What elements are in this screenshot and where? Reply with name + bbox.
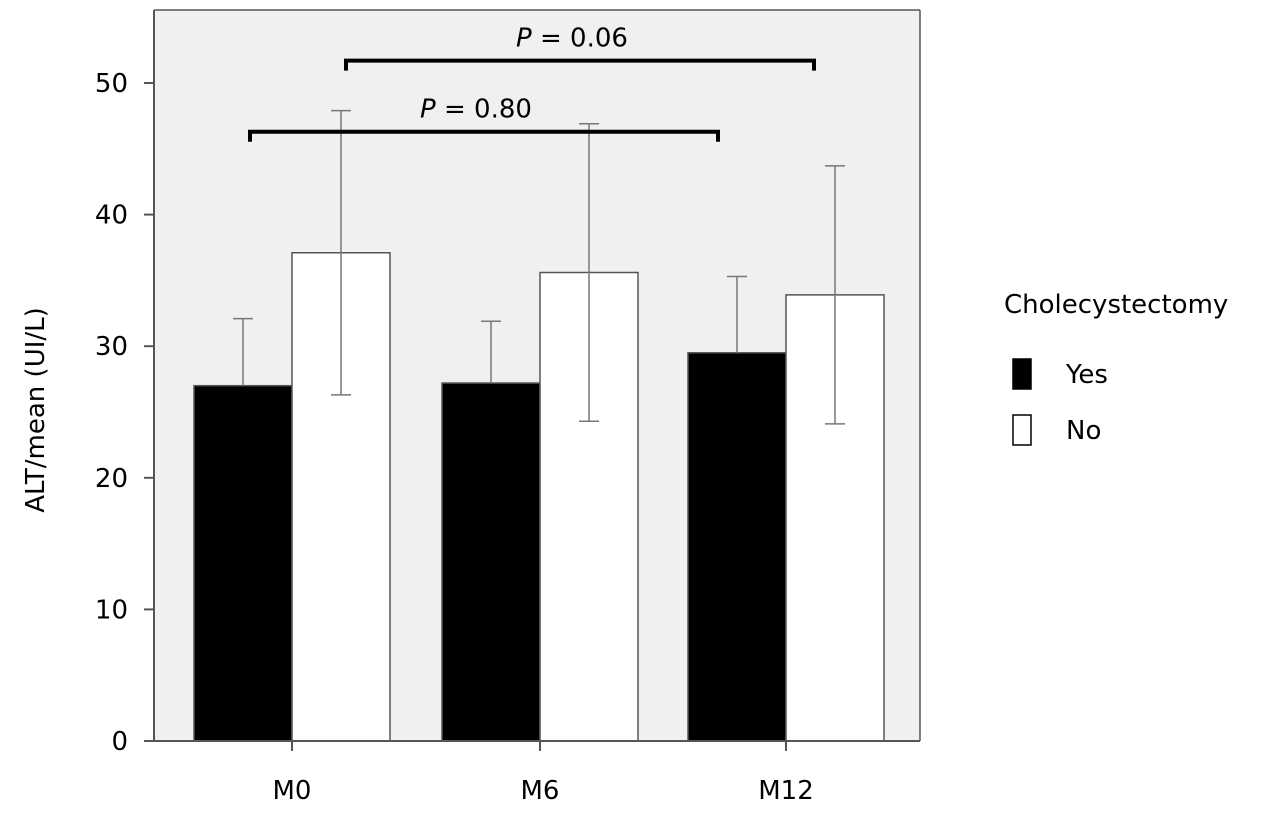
y-tick-label: 30 — [95, 332, 128, 362]
y-tick-label: 20 — [95, 464, 128, 494]
bar — [687, 352, 787, 742]
significance-bracket — [248, 129, 720, 142]
x-tick-label: M12 — [758, 776, 814, 806]
p-value-text: = 0.80 — [436, 94, 532, 124]
y-tick-label: 10 — [95, 595, 128, 625]
legend-label: Yes — [1065, 360, 1108, 390]
significance-bracket — [344, 58, 816, 71]
p-value-text: = 0.06 — [532, 23, 628, 53]
legend-swatch — [1012, 358, 1032, 390]
p-value-label: P = 0.06 — [516, 23, 628, 53]
bar — [441, 382, 541, 742]
y-tick-label: 0 — [111, 727, 128, 757]
legend-swatch — [1012, 414, 1032, 446]
p-value-label: P = 0.80 — [420, 94, 532, 124]
y-tick-label: 50 — [95, 69, 128, 99]
legend-title: Cholecystectomy — [1004, 290, 1228, 320]
p-value-symbol: P — [516, 23, 532, 53]
legend-label: No — [1066, 416, 1101, 446]
legend: Yes No — [1012, 358, 1108, 446]
y-tick-label: 40 — [95, 201, 128, 231]
bar — [193, 384, 293, 742]
x-axis-ticks: M0 M6 M12 — [273, 741, 814, 806]
bars-layer — [193, 252, 885, 742]
y-axis-title: ALT/mean (UI/L) — [21, 307, 51, 513]
x-tick-label: M6 — [521, 776, 560, 806]
error-bars-layer — [233, 109, 845, 425]
y-axis-ticks: 0 10 20 30 40 50 — [95, 69, 154, 757]
significance-annotations: P = 0.80P = 0.06 — [248, 23, 816, 142]
x-tick-label: M0 — [273, 776, 312, 806]
p-value-symbol: P — [420, 94, 436, 124]
